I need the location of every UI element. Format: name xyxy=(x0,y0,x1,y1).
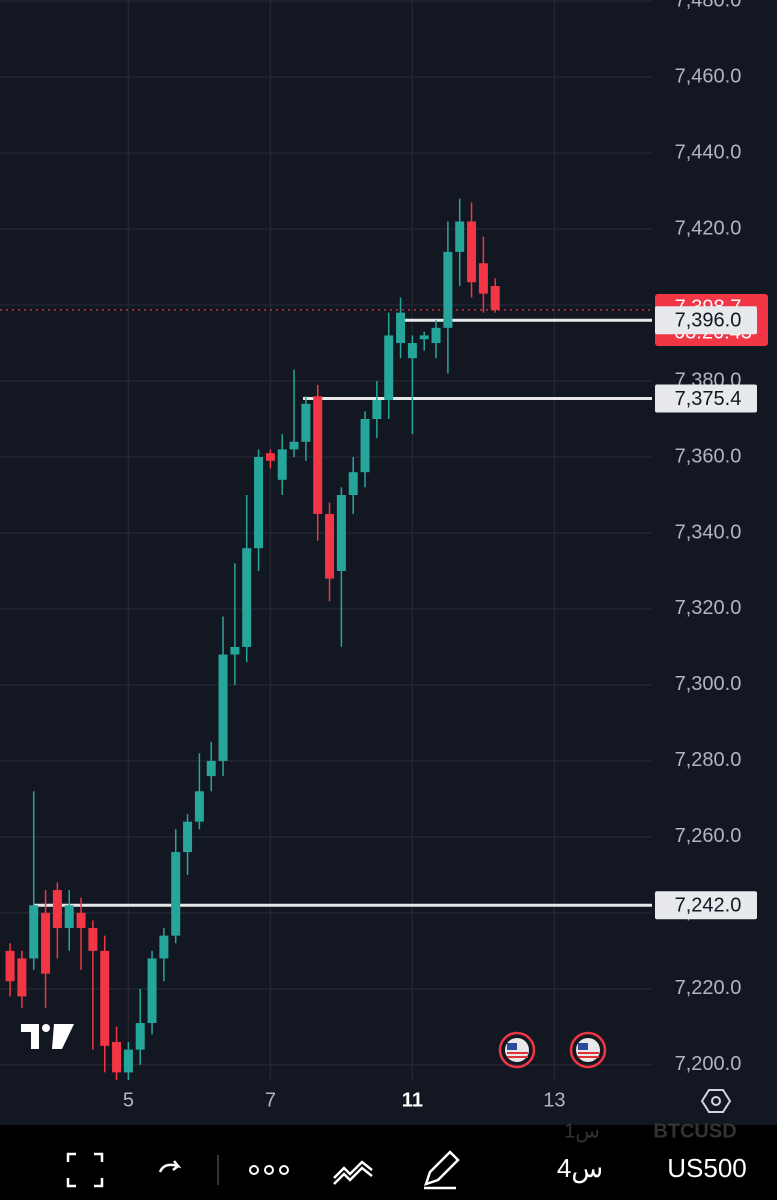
y-tick-label: 7,320.0 xyxy=(675,597,742,619)
x-tick-label: 7 xyxy=(265,1089,276,1111)
y-tick-label: 7,420.0 xyxy=(675,217,742,239)
y-tick-label: 7,340.0 xyxy=(675,521,742,543)
background xyxy=(0,0,777,1125)
event-icon[interactable] xyxy=(498,1031,536,1069)
candle-body xyxy=(467,221,477,283)
candle-body xyxy=(265,453,275,461)
candle-body xyxy=(360,419,370,473)
candle-body xyxy=(313,396,323,514)
candle-body xyxy=(112,1042,122,1073)
candle-body xyxy=(242,548,252,647)
candle-body xyxy=(455,221,465,252)
level-box xyxy=(655,306,757,335)
candle-body xyxy=(218,654,228,761)
levels xyxy=(0,309,652,907)
candle-body xyxy=(52,890,62,929)
fullscreen-button[interactable] xyxy=(66,1152,104,1188)
candle-body xyxy=(431,327,441,344)
redo-button[interactable] xyxy=(158,1160,182,1173)
candle-body xyxy=(159,935,169,959)
axis: 7,200.07,220.07,240.07,260.07,280.07,300… xyxy=(123,0,768,1111)
more-button[interactable] xyxy=(249,1165,289,1175)
candle-body xyxy=(336,494,346,571)
candle-body xyxy=(171,852,181,936)
logo xyxy=(21,1024,74,1049)
x-tick-label: 11 xyxy=(402,1089,423,1111)
level-label: 7,396.0 xyxy=(675,310,742,332)
candle-body xyxy=(100,950,110,1046)
interval-faint: 1س xyxy=(564,1120,600,1142)
level-label: 7,242.0 xyxy=(675,895,742,917)
y-tick-label: 7,260.0 xyxy=(675,825,742,847)
candle-body xyxy=(88,928,98,951)
y-tick-label: 7,460.0 xyxy=(675,65,742,87)
candle-body xyxy=(443,251,453,328)
indicators-button[interactable] xyxy=(333,1160,373,1185)
candle-body xyxy=(348,472,358,495)
candle-body xyxy=(64,905,74,929)
event-icon[interactable] xyxy=(569,1031,607,1069)
candle-body xyxy=(289,441,299,450)
candle-body xyxy=(206,760,216,777)
candle-body xyxy=(230,646,240,655)
symbol-button[interactable]: US500 xyxy=(667,1153,747,1183)
draw-button[interactable] xyxy=(424,1150,460,1190)
candle-body xyxy=(254,456,264,549)
y-tick-label: 7,220.0 xyxy=(675,977,742,999)
settings-button[interactable] xyxy=(700,1089,732,1113)
y-tick-label: 7,280.0 xyxy=(675,749,742,771)
candle-body xyxy=(135,1023,145,1050)
candle-body xyxy=(301,403,311,442)
level-box xyxy=(655,891,757,920)
candle-body xyxy=(123,1049,133,1073)
candle-body xyxy=(17,958,27,997)
candle-body xyxy=(372,400,382,420)
candle-body xyxy=(147,958,157,1024)
candle-body xyxy=(384,335,394,401)
candle-body xyxy=(41,912,51,974)
y-tick-label: 7,480.0 xyxy=(675,0,742,11)
y-tick-label: 7,200.0 xyxy=(675,1053,742,1075)
candle-body xyxy=(407,343,417,359)
candle-body xyxy=(76,912,86,929)
candle-body xyxy=(5,950,15,982)
y-tick-label: 7,300.0 xyxy=(675,673,742,695)
candle-body xyxy=(478,263,488,294)
x-tick-label: 13 xyxy=(543,1089,565,1111)
y-tick-label: 7,360.0 xyxy=(675,445,742,467)
candle-body xyxy=(419,335,429,340)
y-tick-label: 7,440.0 xyxy=(675,141,742,163)
x-tick-label: 5 xyxy=(123,1089,134,1111)
candles xyxy=(5,198,500,1080)
candle-body xyxy=(325,513,335,579)
candle-body xyxy=(29,905,39,959)
candle-body xyxy=(396,312,406,344)
grid xyxy=(0,0,652,1080)
candle-body xyxy=(490,286,500,310)
level-box xyxy=(655,384,757,413)
interval-button[interactable]: 4س xyxy=(557,1153,603,1184)
toolbar-bg xyxy=(0,1125,777,1200)
symbol-faint: BTCUSD xyxy=(653,1120,736,1142)
level-label: 7,375.4 xyxy=(675,388,742,410)
candle-body xyxy=(194,791,204,822)
candle-body xyxy=(277,449,287,480)
candle-body xyxy=(183,821,193,853)
